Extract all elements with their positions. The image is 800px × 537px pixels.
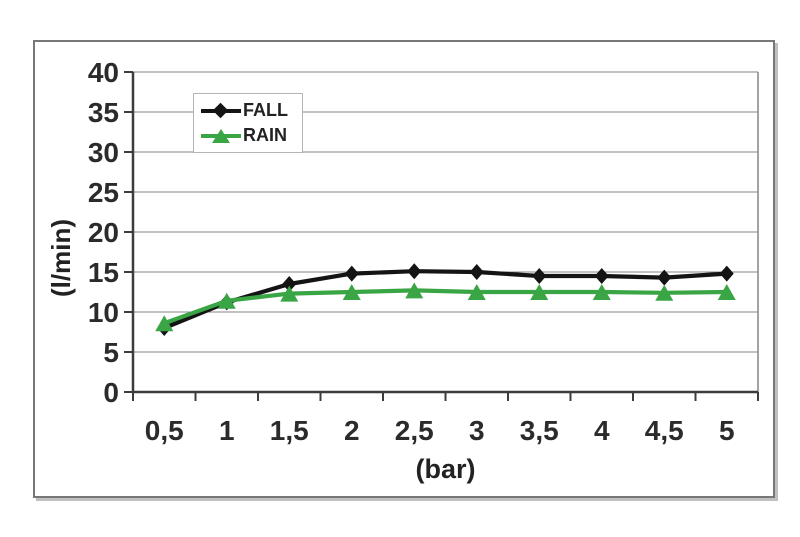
fall-marker-diamond [469,264,484,280]
rain-series-swatch [201,128,241,144]
x-axis-tick-label: 1 [219,415,235,446]
rain-marker-triangle [405,282,424,299]
y-axis-tick-label: 0 [103,377,119,408]
diamond-marker-icon [212,102,229,118]
fall-marker-diamond [282,276,297,292]
legend-label-rain: RAIN [243,125,287,145]
chart-legend: FALL RAIN [193,93,303,153]
fall-marker-diamond [719,265,734,282]
rain-marker-triangle [655,284,674,301]
x-axis-title: (bar) [415,454,476,484]
y-axis-tick-label: 30 [88,137,119,168]
x-axis-tick-label: 5 [719,415,735,446]
x-axis-tick-label: 3,5 [520,415,559,446]
rain-marker-triangle [342,284,361,300]
y-axis-tick-label: 5 [103,337,119,368]
x-axis-tick-label: 3 [469,415,485,446]
flow-rate-chart-frame: 0 5 10 15 20 25 30 35 40 0,5 1 1,5 2 2,5 3 3,5 4 4,5 5 FAL… [33,40,775,498]
fall-marker-diamond [532,268,547,284]
fall-marker-diamond [344,265,359,282]
x-axis-tick-label: 2 [344,415,360,446]
x-axis-tick-label: 1,5 [270,415,309,446]
legend-item-rain: RAIN [201,125,302,146]
fall-marker-diamond [657,269,672,286]
fall-marker-diamond [407,263,422,280]
rain-marker-triangle [530,284,549,300]
x-axis-tick-label: 4,5 [645,415,684,446]
y-axis-tick-label: 35 [88,97,119,128]
fall-series-swatch [201,102,241,119]
rain-series-line [162,288,729,326]
x-axis-tick-label: 2,5 [395,415,434,446]
triangle-marker-icon [212,128,230,143]
legend-label-fall: FALL [243,100,288,120]
y-axis-tick-label: 25 [88,177,119,208]
y-axis-tick-label: 40 [88,57,119,88]
rain-marker-triangle [155,315,174,332]
rain-marker-triangle [217,292,236,309]
y-axis-title: (l/min) [46,219,76,297]
fall-series-line [162,269,729,331]
y-axis-tick-label: 10 [88,297,119,328]
legend-item-fall: FALL [201,100,302,121]
x-axis-tick-label: 4 [594,415,610,446]
y-axis-tick-label: 15 [88,257,119,288]
rain-marker-triangle [280,285,299,302]
rain-marker-triangle [467,284,486,300]
y-axis-tick-label: 20 [88,217,119,248]
flow-rate-chart-plot: 0 5 10 15 20 25 30 35 40 0,5 1 1,5 2 2,5 3 3,5 4 4,5 5 [88,57,759,446]
fall-marker-diamond [594,268,609,284]
x-axis-tick-label: 0,5 [145,415,184,446]
rain-marker-triangle [592,284,611,300]
rain-marker-triangle [717,284,736,300]
